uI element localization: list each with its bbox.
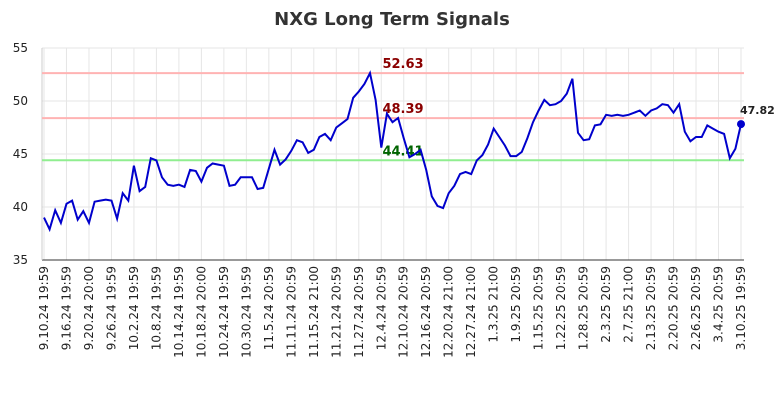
x-tick-label: 2.3.25 20:59	[599, 266, 613, 343]
x-tick-label: 12.27.24 21:00	[464, 266, 478, 358]
x-tick-label: 11.27.24 20:59	[352, 266, 366, 358]
x-tick-label: 10.2.24 19:59	[127, 266, 141, 350]
x-tick-label: 12.20.24 21:00	[442, 266, 456, 358]
x-tick-label: 10.30.24 19:59	[239, 266, 253, 358]
x-tick-label: 12.16.24 20:59	[419, 266, 433, 358]
x-tick-label: 11.21.24 20:59	[329, 266, 343, 358]
y-tick-label: 50	[13, 94, 28, 108]
x-tick-label: 10.18.24 20:00	[194, 266, 208, 358]
x-tick-label: 2.26.25 20:59	[689, 266, 703, 350]
x-tick-label: 12.10.24 20:59	[397, 266, 411, 358]
y-tick-label: 40	[13, 200, 28, 214]
y-tick-label: 35	[13, 253, 28, 267]
x-tick-label: 9.26.24 19:59	[104, 266, 118, 350]
x-tick-label: 10.14.24 19:59	[172, 266, 186, 358]
x-tick-label: 10.24.24 19:59	[217, 266, 231, 358]
last-point	[737, 120, 745, 129]
x-tick-label: 11.5.24 20:59	[262, 266, 276, 350]
x-tick-label: 11.11.24 20:59	[284, 266, 298, 358]
last-value-label: 47.82	[740, 104, 775, 117]
x-tick-label: 1.22.25 20:59	[554, 266, 568, 350]
x-tick-label: 3.4.25 20:59	[712, 266, 726, 343]
chart-title: NXG Long Term Signals	[274, 9, 510, 30]
x-tick-label: 2.20.25 20:59	[667, 266, 681, 350]
x-tick-label: 1.15.25 20:59	[532, 266, 546, 350]
x-tick-label: 9.20.24 20:00	[82, 266, 96, 350]
x-tick-label: 2.13.25 20:59	[644, 266, 658, 350]
signal-label: 48.39	[382, 102, 423, 117]
x-tick-label: 11.15.24 21:00	[307, 266, 321, 358]
y-tick-label: 45	[13, 147, 28, 161]
x-tick-label: 9.10.24 19:59	[37, 266, 51, 350]
x-tick-label: 1.28.25 20:59	[577, 266, 591, 350]
x-tick-label: 2.7.25 21:00	[622, 266, 636, 343]
y-tick-label: 55	[13, 41, 28, 55]
signal-label: 52.63	[382, 57, 423, 72]
x-tick-label: 12.4.24 20:59	[374, 266, 388, 350]
x-tick-label: 1.3.25 21:00	[487, 266, 501, 343]
x-tick-label: 9.16.24 19:59	[59, 266, 73, 350]
x-tick-label: 1.9.25 20:59	[509, 266, 523, 343]
x-tick-label: 3.10.25 19:59	[734, 266, 748, 350]
x-tick-label: 10.8.24 19:59	[149, 266, 163, 350]
price-line	[43, 70, 742, 233]
